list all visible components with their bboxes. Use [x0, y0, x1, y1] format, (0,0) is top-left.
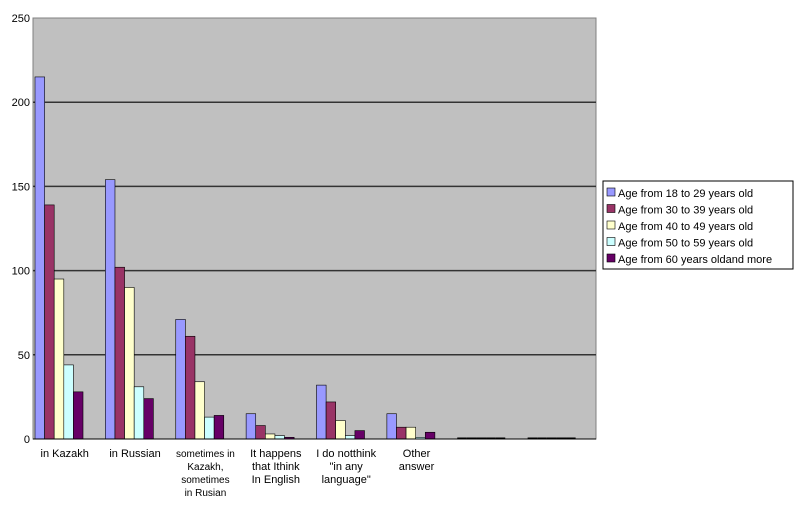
bar: [185, 335, 196, 440]
bar: [265, 433, 276, 440]
bar: [175, 319, 186, 440]
bar: [143, 398, 154, 440]
bar: [486, 437, 496, 439]
x-category-label: sometimes in Kazakh, sometimes in Rusian: [176, 449, 235, 499]
legend-swatch: [606, 237, 616, 246]
bar: [213, 415, 225, 440]
legend-label: Age from 18 to 29 years old: [618, 188, 753, 200]
bar: [495, 437, 506, 439]
bar: [255, 425, 266, 440]
bar: [114, 266, 125, 440]
bar: [53, 278, 65, 440]
x-category-label: in Russian: [109, 448, 160, 460]
legend-swatch: [606, 220, 616, 230]
legend-swatch: [606, 187, 616, 197]
legend-label: Age from 60 years oldand more: [618, 254, 772, 266]
bar: [537, 437, 547, 439]
bar: [546, 437, 557, 439]
bar: [344, 435, 356, 440]
bar: [335, 420, 346, 440]
bar: [34, 76, 45, 440]
bar: [476, 437, 487, 439]
y-tick-label: 50: [18, 350, 30, 362]
y-tick-label: 0: [24, 434, 30, 446]
bars: [33, 76, 596, 440]
bar: [124, 287, 135, 440]
bar: [325, 401, 337, 440]
bar: [44, 204, 55, 440]
bar: [466, 437, 477, 439]
legend-label: Age from 50 to 59 years old: [618, 238, 753, 250]
x-category-label: I do notthink "in any language": [316, 448, 376, 486]
bar: [274, 435, 285, 440]
legend-label: Age from 40 to 49 years old: [618, 221, 753, 233]
bar: [133, 386, 145, 440]
y-tick-label: 100: [12, 266, 30, 278]
x-category-label: It happens that Ithink In English: [250, 448, 302, 486]
x-category-label: Other answer: [399, 448, 435, 473]
bar: [556, 437, 567, 439]
bar: [105, 179, 116, 440]
legend-label: Age from 30 to 39 years old: [618, 205, 753, 217]
bar: [73, 391, 84, 440]
bar: [354, 430, 365, 440]
legend-swatch: [606, 204, 616, 213]
bar: [396, 426, 407, 440]
legend-box: [602, 180, 794, 270]
y-tick-label: 200: [12, 97, 30, 109]
y-axis-ticks: 0 50 100 150 200 250: [12, 13, 30, 446]
bar: [527, 437, 538, 439]
bar: [405, 426, 416, 440]
legend-swatch: [606, 253, 616, 263]
x-axis-categories: in Kazakh in Russian sometimes in Kazakh, so…: [41, 448, 435, 499]
bar: [316, 384, 327, 440]
x-category-label: in Kazakh: [41, 448, 89, 460]
y-tick-label: 250: [12, 13, 30, 25]
bar: [386, 413, 397, 440]
bar: [63, 364, 74, 440]
bar: [245, 413, 257, 440]
bar: [566, 437, 576, 439]
bar: [457, 437, 467, 439]
bar: [194, 381, 205, 440]
bar: [204, 416, 215, 440]
bar: [424, 431, 436, 440]
legend: Age from 18 to 29 years old Age from 30 t…: [602, 180, 794, 270]
y-tick-label: 150: [12, 181, 30, 193]
